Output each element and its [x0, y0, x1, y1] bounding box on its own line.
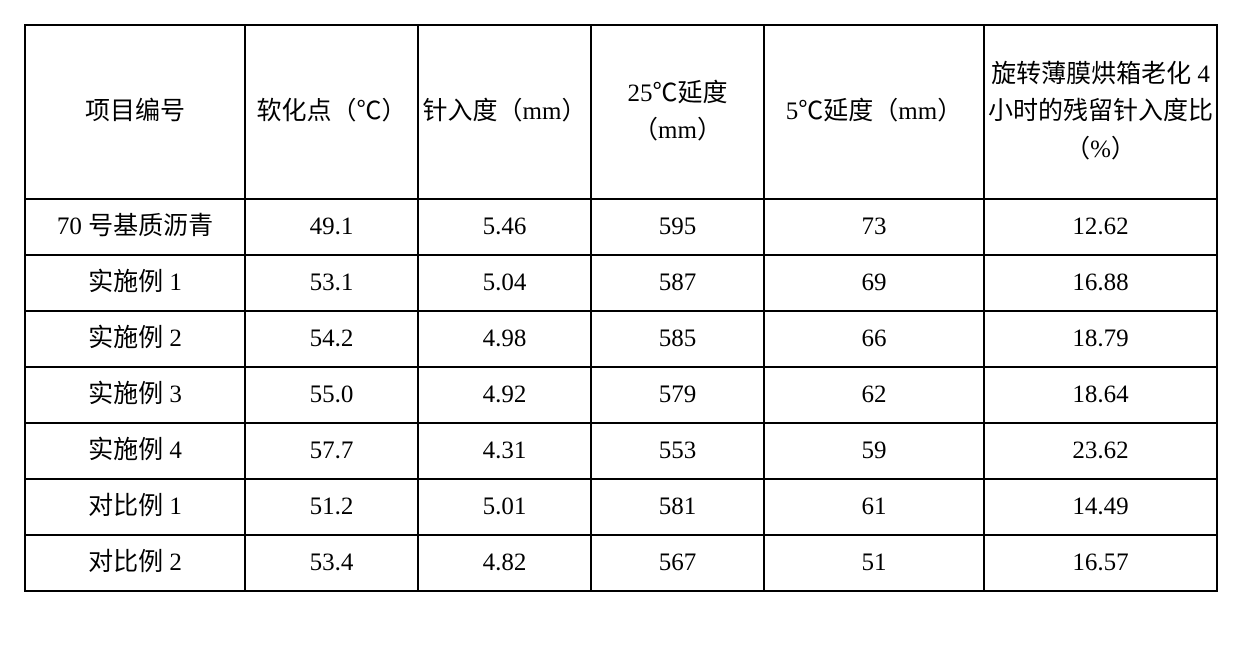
cell: 实施例 1 — [25, 255, 245, 311]
cell: 53.1 — [245, 255, 418, 311]
cell: 62 — [764, 367, 984, 423]
cell: 14.49 — [984, 479, 1217, 535]
cell: 53.4 — [245, 535, 418, 591]
cell: 对比例 2 — [25, 535, 245, 591]
cell: 4.92 — [418, 367, 591, 423]
cell: 579 — [591, 367, 764, 423]
data-table: 项目编号 软化点（℃） 针入度（mm） 25℃延度（mm） 5℃延度（mm） 旋… — [24, 24, 1218, 592]
cell: 59 — [764, 423, 984, 479]
cell: 18.79 — [984, 311, 1217, 367]
cell: 70 号基质沥青 — [25, 199, 245, 255]
cell: 51.2 — [245, 479, 418, 535]
cell: 23.62 — [984, 423, 1217, 479]
cell: 实施例 2 — [25, 311, 245, 367]
cell: 73 — [764, 199, 984, 255]
col-header-2: 针入度（mm） — [418, 25, 591, 199]
table-header-row: 项目编号 软化点（℃） 针入度（mm） 25℃延度（mm） 5℃延度（mm） 旋… — [25, 25, 1217, 199]
cell: 12.62 — [984, 199, 1217, 255]
cell: 66 — [764, 311, 984, 367]
table-row: 实施例 3 55.0 4.92 579 62 18.64 — [25, 367, 1217, 423]
cell: 18.64 — [984, 367, 1217, 423]
col-header-3: 25℃延度（mm） — [591, 25, 764, 199]
cell: 5.46 — [418, 199, 591, 255]
cell: 51 — [764, 535, 984, 591]
table-row: 对比例 1 51.2 5.01 581 61 14.49 — [25, 479, 1217, 535]
cell: 69 — [764, 255, 984, 311]
cell: 16.57 — [984, 535, 1217, 591]
cell: 5.04 — [418, 255, 591, 311]
cell: 4.82 — [418, 535, 591, 591]
cell: 61 — [764, 479, 984, 535]
cell: 5.01 — [418, 479, 591, 535]
col-header-4: 5℃延度（mm） — [764, 25, 984, 199]
cell: 4.98 — [418, 311, 591, 367]
table-row: 70 号基质沥青 49.1 5.46 595 73 12.62 — [25, 199, 1217, 255]
cell: 567 — [591, 535, 764, 591]
cell: 对比例 1 — [25, 479, 245, 535]
cell: 49.1 — [245, 199, 418, 255]
cell: 4.31 — [418, 423, 591, 479]
cell: 553 — [591, 423, 764, 479]
cell: 595 — [591, 199, 764, 255]
col-header-0: 项目编号 — [25, 25, 245, 199]
cell: 57.7 — [245, 423, 418, 479]
table-row: 对比例 2 53.4 4.82 567 51 16.57 — [25, 535, 1217, 591]
cell: 16.88 — [984, 255, 1217, 311]
col-header-5: 旋转薄膜烘箱老化 4 小时的残留针入度比（%） — [984, 25, 1217, 199]
cell: 585 — [591, 311, 764, 367]
table-row: 实施例 2 54.2 4.98 585 66 18.79 — [25, 311, 1217, 367]
cell: 55.0 — [245, 367, 418, 423]
table-row: 实施例 1 53.1 5.04 587 69 16.88 — [25, 255, 1217, 311]
cell: 实施例 4 — [25, 423, 245, 479]
table-row: 实施例 4 57.7 4.31 553 59 23.62 — [25, 423, 1217, 479]
cell: 实施例 3 — [25, 367, 245, 423]
cell: 581 — [591, 479, 764, 535]
table-container: 项目编号 软化点（℃） 针入度（mm） 25℃延度（mm） 5℃延度（mm） 旋… — [0, 0, 1240, 616]
cell: 587 — [591, 255, 764, 311]
cell: 54.2 — [245, 311, 418, 367]
col-header-1: 软化点（℃） — [245, 25, 418, 199]
